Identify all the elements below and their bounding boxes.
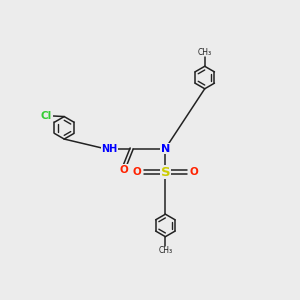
Text: S: S: [160, 166, 170, 179]
Text: NH: NH: [101, 143, 117, 154]
Text: N: N: [161, 143, 170, 154]
Text: O: O: [132, 167, 141, 177]
Text: CH₃: CH₃: [158, 246, 172, 255]
Text: O: O: [190, 167, 199, 177]
Text: O: O: [119, 165, 128, 175]
Text: Cl: Cl: [41, 111, 52, 121]
Text: CH₃: CH₃: [198, 48, 212, 57]
